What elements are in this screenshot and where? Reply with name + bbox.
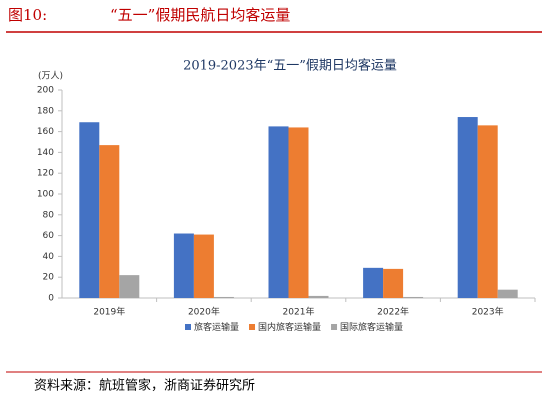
y-tick-label: 80 (43, 210, 55, 220)
x-tick-label: 2020年 (188, 306, 220, 318)
bar (193, 234, 214, 298)
y-tick-label: 100 (37, 190, 54, 200)
bar (288, 127, 309, 298)
bar (363, 267, 384, 298)
bar (99, 145, 120, 298)
figure-title: “五一”假期民航日均客运量 (110, 6, 290, 24)
bar (383, 268, 404, 298)
legend-swatch (331, 324, 338, 330)
bar (268, 126, 289, 299)
x-tick-label: 2019年 (93, 306, 125, 318)
legend-label: 国内旅客运输量 (258, 321, 321, 333)
bar (477, 125, 498, 298)
y-tick-label: 200 (37, 86, 54, 96)
bar (119, 275, 140, 298)
legend-swatch (185, 324, 191, 330)
chart-title: 2019-2023年“五一”假期日均客运量 (183, 58, 397, 74)
x-tick-label: 2022年 (377, 306, 409, 318)
legend-label: 国际旅客运输量 (340, 321, 403, 333)
source-note: 资料来源：航班管家，浙商证券研究所 (34, 378, 255, 394)
y-tick-label: 140 (37, 148, 54, 158)
y-tick-label: 20 (43, 273, 55, 283)
x-tick-label: 2021年 (283, 306, 315, 318)
x-tick-label: 2023年 (472, 306, 504, 318)
bar (79, 122, 100, 299)
bar (173, 233, 194, 298)
y-tick-label: 0 (48, 294, 54, 304)
y-tick-label: 160 (37, 127, 54, 137)
y-tick-label: 180 (37, 106, 54, 116)
bar (403, 296, 424, 298)
bar (457, 117, 478, 298)
y-axis-label: (万人) (38, 71, 63, 82)
bar (213, 296, 234, 298)
bar (308, 295, 329, 298)
y-tick-label: 40 (43, 252, 55, 262)
legend-label: 旅客运输量 (194, 321, 239, 333)
legend-swatch (249, 324, 256, 330)
y-tick-label: 60 (43, 231, 55, 241)
bar (497, 289, 518, 298)
y-tick-label: 120 (37, 169, 54, 179)
figure-label: 图10: (8, 6, 47, 24)
